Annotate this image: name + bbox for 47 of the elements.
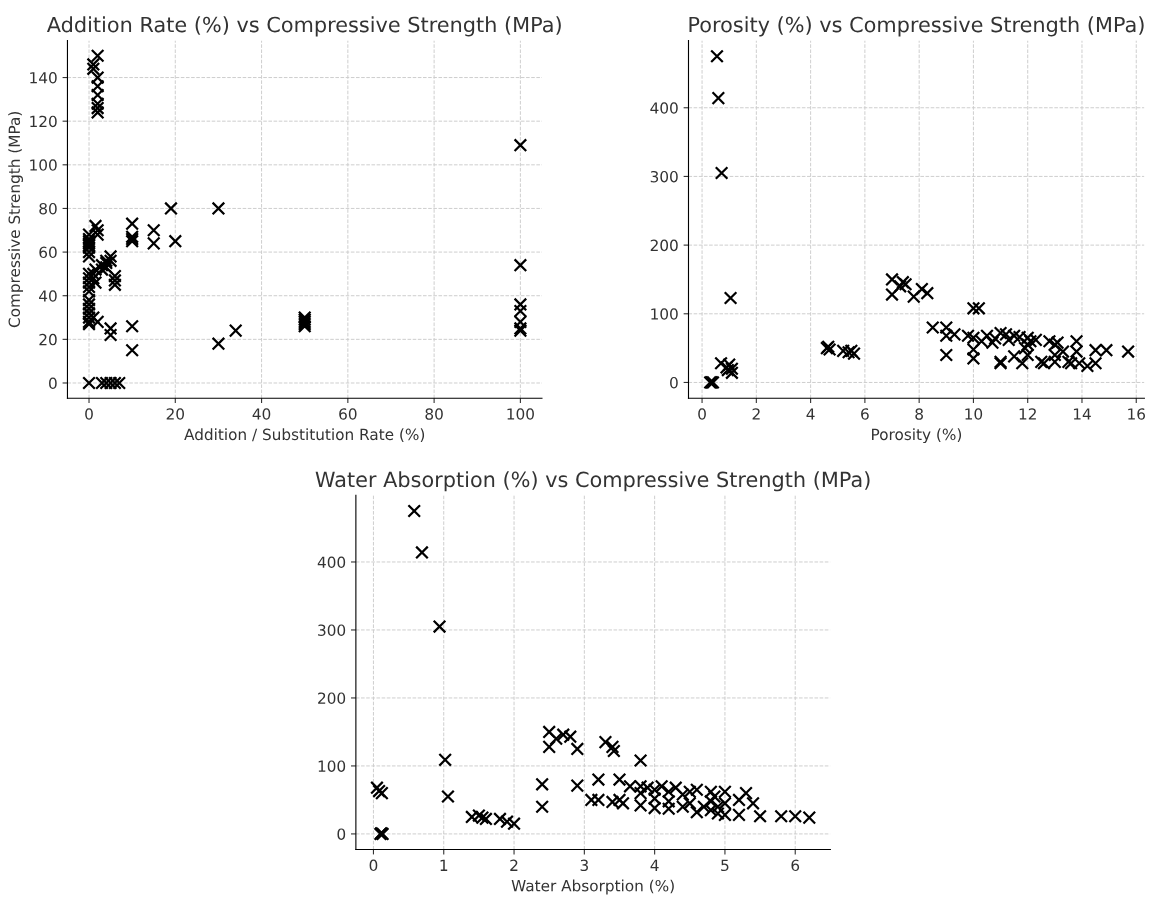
x-tick-label: 6 [791, 859, 800, 872]
y-tick-label: 100 [651, 308, 678, 320]
x-tick-label: 0 [698, 408, 706, 420]
y-tick-label: 20 [39, 333, 57, 346]
y-tick-label: 80 [39, 202, 57, 215]
chart-title: Water Absorption (%) vs Compressive Strength (MPa) [315, 471, 870, 492]
x-tick-label: 0 [369, 859, 378, 872]
y-tick-label: 200 [650, 239, 678, 252]
y-tick-label: 120 [30, 115, 57, 128]
x-tick-label: 10 [965, 408, 983, 420]
y-tick-label: 140 [30, 72, 57, 84]
y-tick-label: 40 [39, 290, 57, 302]
y-tick-label: 0 [49, 377, 57, 390]
x-tick-label: 16 [1128, 408, 1146, 420]
x-axis-title: Addition / Substitution Rate (%) [184, 428, 425, 442]
chart-title: Porosity (%) vs Compressive Strength (MPa) [689, 16, 1144, 37]
x-tick-label: 0 [85, 408, 93, 420]
x-tick-label: 2 [752, 408, 760, 420]
y-tick-label: 0 [670, 376, 678, 389]
x-tick-label: 40 [252, 408, 271, 420]
x-tick-label: 20 [166, 408, 184, 420]
x-tick-label: 3 [580, 859, 588, 872]
y-tick-label: 400 [650, 102, 678, 114]
x-tick-label: 100 [507, 408, 534, 420]
y-tick-label: 300 [318, 624, 346, 636]
y-tick-label: 400 [317, 556, 346, 568]
x-axis-title: Water Absorption (%) [511, 879, 674, 895]
y-tick-label: 300 [650, 170, 678, 183]
x-axis-title: Porosity (%) [872, 428, 962, 444]
y-axis-title: Compressive Strength (MPa) [8, 112, 24, 328]
x-tick-label: 4 [650, 859, 659, 871]
x-tick-label: 12 [1019, 408, 1036, 420]
x-tick-label: 5 [721, 859, 729, 872]
y-tick-label: 0 [337, 828, 346, 840]
x-tick-label: 6 [861, 408, 869, 420]
x-tick-label: 4 [806, 408, 815, 420]
y-tick-label: 100 [318, 760, 346, 772]
y-tick-label: 100 [30, 159, 57, 171]
x-tick-label: 2 [510, 859, 518, 871]
chart-title: Addition Rate (%) vs Compressive Strength (MPa) [46, 16, 561, 37]
x-tick-label: 1 [440, 859, 448, 871]
x-tick-label: 60 [339, 408, 357, 420]
x-tick-label: 80 [425, 408, 443, 420]
x-tick-label: 8 [915, 408, 923, 420]
y-tick-label: 200 [318, 692, 346, 704]
x-tick-label: 14 [1073, 408, 1091, 420]
y-tick-label: 60 [39, 246, 57, 259]
